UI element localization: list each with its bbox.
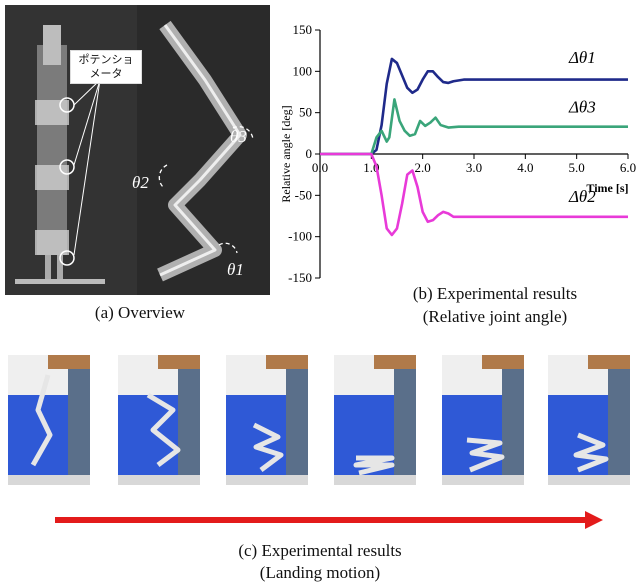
landing-frame-image [334, 355, 416, 485]
x-tick-label: 6.0 [620, 160, 636, 175]
series-label: Δθ1 [568, 48, 596, 67]
y-tick-label: -100 [288, 229, 312, 244]
series-line-Δθ1 [320, 57, 628, 156]
landing-caption-line2: (Landing motion) [259, 563, 381, 582]
y-tick-label: 150 [293, 22, 313, 37]
overview-photo-drawing [5, 5, 270, 295]
series-line-Δθ3 [320, 98, 628, 156]
landing-frame [118, 355, 200, 485]
landing-frame [442, 355, 524, 485]
landing-frame-image [8, 355, 90, 485]
series-label: Δθ2 [568, 187, 596, 206]
plot-caption-line2: (Relative joint angle) [422, 307, 568, 326]
landing-frame [548, 355, 630, 485]
x-tick-label: 2.0 [415, 160, 431, 175]
y-tick-label: -50 [295, 187, 312, 202]
time-arrow [55, 511, 603, 529]
landing-frame [334, 355, 416, 485]
series-label: Δθ3 [568, 98, 596, 117]
time-arrow-head [585, 511, 603, 529]
y-tick-label: 0 [306, 146, 313, 161]
x-tick-label: 3.0 [466, 160, 482, 175]
theta1-label: θ1 [227, 260, 244, 279]
x-axis-label: Time [s] [586, 181, 628, 195]
landing-frame-image [548, 355, 630, 485]
overview-photo [5, 5, 270, 295]
x-tick-label: 0.0 [312, 160, 328, 175]
plot-caption-line1: (b) Experimental results [412, 284, 578, 303]
y-axis-label: Relative angle [deg] [279, 105, 293, 202]
theta2-label: θ2 [132, 173, 149, 192]
landing-frame-image [226, 355, 308, 485]
y-tick-label: -150 [288, 270, 312, 285]
landing-frame [8, 355, 90, 485]
landing-frame-image [442, 355, 524, 485]
y-tick-label: 50 [299, 105, 312, 120]
series-line-Δθ2 [320, 152, 628, 237]
potentiometer-label: ポテンショ メータ [70, 50, 142, 84]
overview-caption: (a) Overview [94, 303, 186, 322]
landing-caption-line1: (c) Experimental results [238, 541, 402, 560]
theta3-label: θ3 [230, 127, 247, 146]
y-tick-label: 100 [293, 63, 313, 78]
landing-frame-image [118, 355, 200, 485]
x-tick-label: 5.0 [569, 160, 585, 175]
landing-frame [226, 355, 308, 485]
x-tick-label: 4.0 [517, 160, 533, 175]
